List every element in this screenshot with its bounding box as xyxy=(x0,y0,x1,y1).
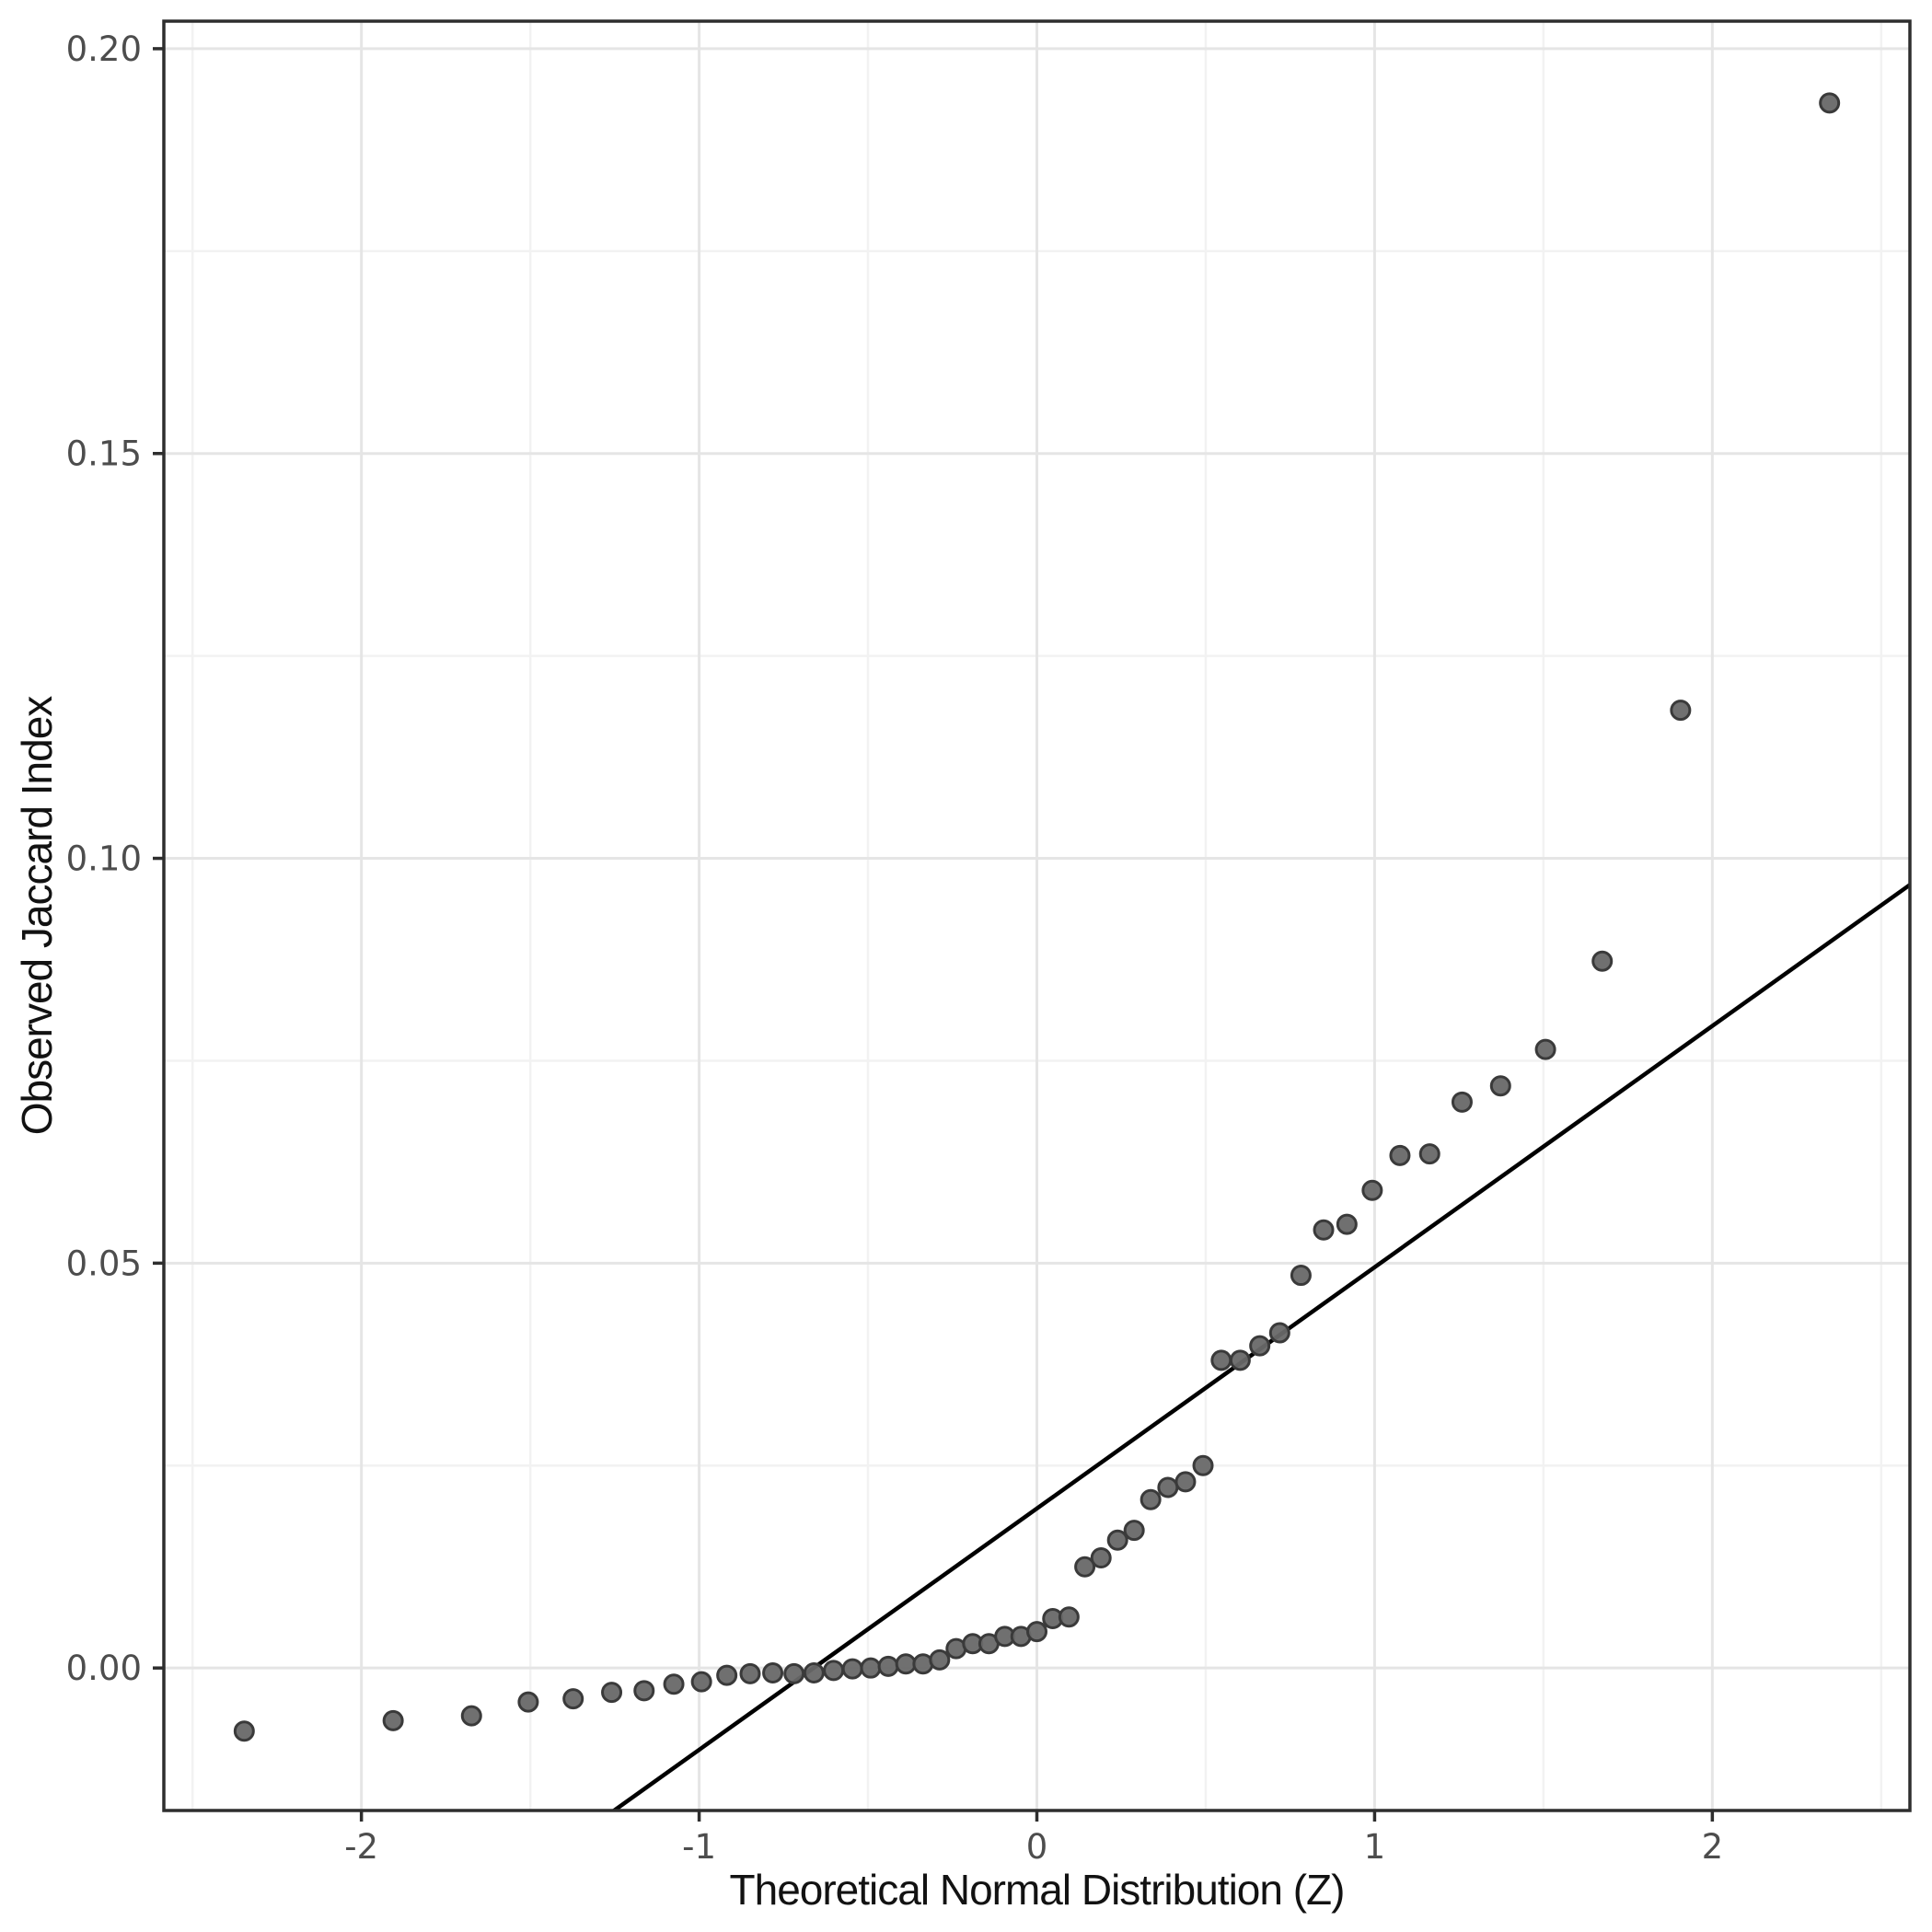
y-tick-label: 0.00 xyxy=(66,1649,142,1688)
data-point xyxy=(1451,1091,1473,1113)
data-point xyxy=(739,1662,761,1684)
x-tick-label: 2 xyxy=(1702,1827,1724,1867)
data-point xyxy=(562,1688,584,1710)
data-point xyxy=(929,1649,951,1671)
data-point xyxy=(1313,1219,1335,1241)
data-point xyxy=(1249,1335,1271,1357)
scatter-points xyxy=(233,92,1841,1742)
data-point xyxy=(860,1657,882,1679)
data-point xyxy=(1229,1349,1251,1371)
data-point xyxy=(1534,1038,1556,1060)
data-point xyxy=(1591,950,1614,972)
data-point xyxy=(1290,1265,1312,1287)
x-tick-label: -1 xyxy=(682,1827,716,1867)
data-point xyxy=(1123,1520,1145,1542)
data-point xyxy=(1106,1529,1128,1551)
data-point xyxy=(233,1720,255,1742)
data-point xyxy=(1058,1606,1080,1628)
data-point xyxy=(690,1671,712,1693)
y-axis-title: Observed Jaccard Index xyxy=(13,696,61,1136)
data-point xyxy=(716,1664,738,1686)
data-point xyxy=(1174,1471,1197,1493)
data-point xyxy=(517,1691,539,1713)
x-tick-label: 1 xyxy=(1364,1827,1386,1867)
data-point xyxy=(1157,1476,1179,1498)
tick-labels: -2 -1 0 1 2 0.00 0.05 0.10 0.15 0.20 xyxy=(66,29,1724,1867)
data-point xyxy=(783,1662,805,1684)
data-point xyxy=(803,1661,825,1683)
y-tick-label: 0.10 xyxy=(66,839,142,879)
data-point xyxy=(823,1660,845,1682)
data-point xyxy=(1670,700,1692,722)
data-point xyxy=(601,1682,623,1704)
data-point xyxy=(1026,1621,1047,1643)
data-point xyxy=(1210,1349,1232,1371)
data-point xyxy=(1418,1143,1440,1165)
data-point xyxy=(1361,1179,1383,1201)
x-axis-title: Theoretical Normal Distribution (Z) xyxy=(729,1866,1346,1914)
data-point xyxy=(1268,1322,1290,1344)
x-tick-label: -2 xyxy=(344,1827,378,1867)
reference-line xyxy=(610,883,1910,1811)
data-point xyxy=(877,1655,899,1677)
data-point xyxy=(382,1709,404,1731)
data-point xyxy=(1074,1556,1096,1578)
data-point xyxy=(1192,1454,1214,1476)
grid-major xyxy=(164,21,1910,1811)
y-tick-label: 0.05 xyxy=(66,1244,142,1283)
data-point xyxy=(841,1658,863,1680)
data-point xyxy=(762,1661,784,1683)
data-point xyxy=(1489,1075,1511,1097)
data-point xyxy=(895,1653,917,1675)
axis-ticks xyxy=(153,47,1715,1822)
data-point xyxy=(663,1673,685,1695)
data-point xyxy=(1140,1488,1162,1510)
data-point xyxy=(1819,92,1841,114)
qq-reference-line xyxy=(610,883,1910,1811)
x-tick-label: 0 xyxy=(1026,1827,1048,1867)
data-point xyxy=(1389,1144,1411,1166)
data-point xyxy=(633,1680,655,1702)
y-tick-label: 0.15 xyxy=(66,434,142,474)
data-point xyxy=(1336,1213,1358,1235)
data-point xyxy=(1090,1547,1112,1569)
data-point xyxy=(460,1705,482,1727)
y-tick-label: 0.20 xyxy=(66,29,142,69)
